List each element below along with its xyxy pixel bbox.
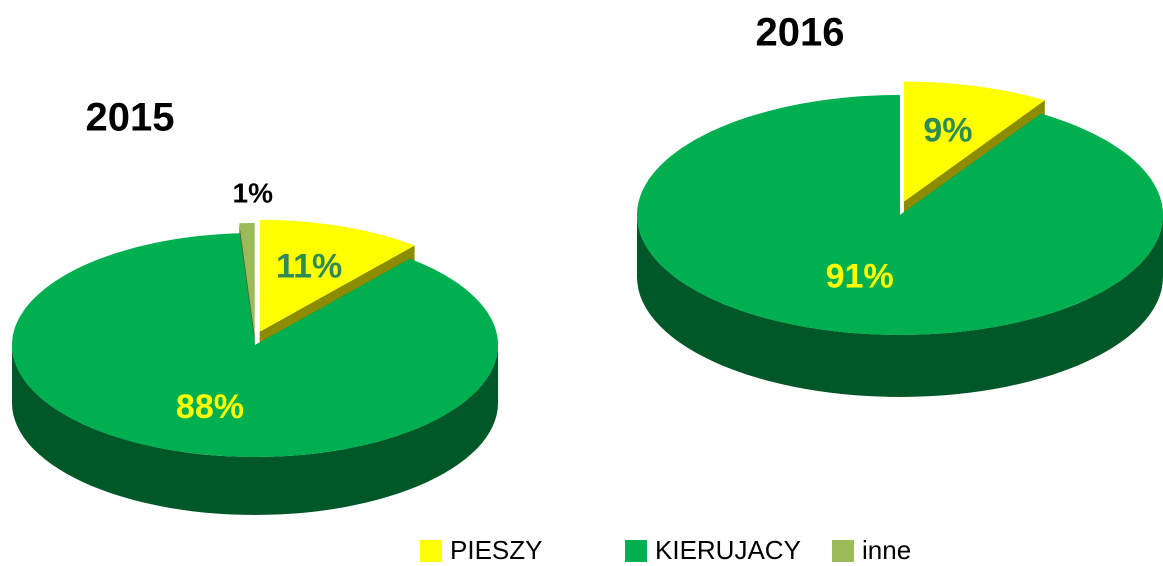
- slice: [12, 233, 498, 457]
- legend-label: KIERUJACY: [655, 535, 801, 565]
- data-label: 91%: [826, 257, 894, 295]
- data-label: 88%: [176, 388, 244, 426]
- slice: [903, 81, 1045, 202]
- slice: [239, 223, 255, 335]
- data-label: 11%: [276, 248, 342, 286]
- chart-title: 2016: [756, 11, 845, 55]
- legend-swatch: [420, 540, 442, 562]
- slice-side: [12, 345, 498, 515]
- chart-title: 2015: [86, 96, 175, 140]
- legend-label: PIESZY: [450, 535, 542, 565]
- legend-swatch: [832, 540, 854, 562]
- slice: [637, 95, 1163, 335]
- data-label: 9%: [923, 111, 972, 149]
- legend-swatch: [625, 540, 647, 562]
- slice-side: [637, 215, 1163, 397]
- data-label: 1%: [233, 177, 274, 208]
- slice: [259, 219, 415, 332]
- legend-label: inne: [862, 535, 911, 565]
